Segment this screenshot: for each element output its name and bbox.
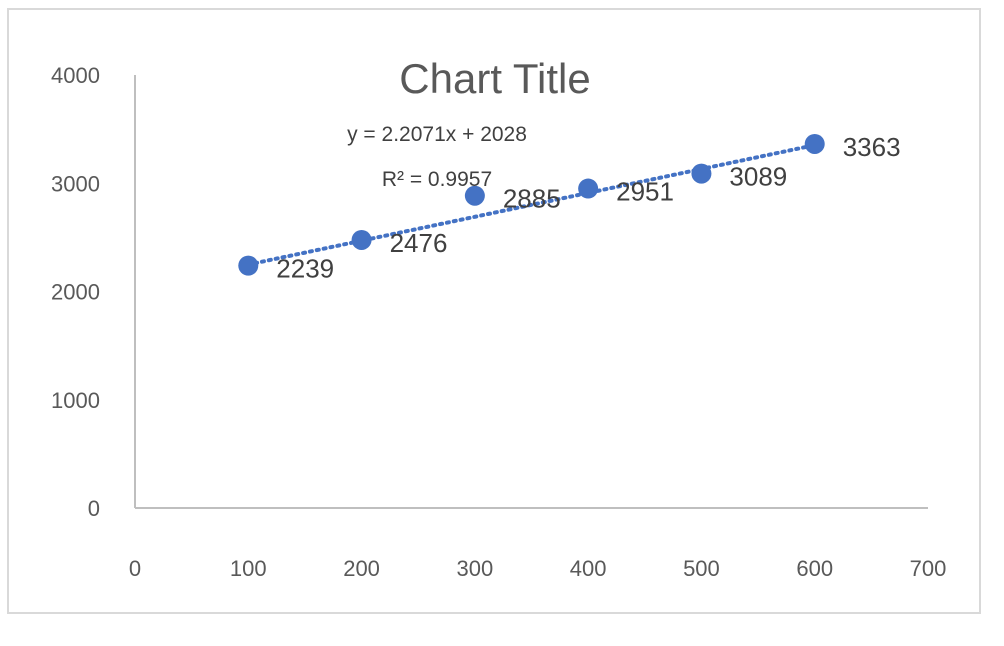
chart-frame: [7, 8, 981, 614]
data-label: 2885: [503, 184, 561, 214]
x-tick-label: 100: [230, 556, 267, 581]
data-point: [351, 229, 372, 250]
x-tick-label: 700: [910, 556, 947, 581]
y-tick-label: 1000: [51, 388, 100, 413]
data-point: [578, 178, 599, 199]
data-point: [691, 163, 712, 184]
trendline-r-squared: R² = 0.9957: [382, 168, 492, 191]
trendline-equation: y = 2.2071x + 2028: [347, 123, 527, 146]
y-axis-ticks: 0 1000 2000 3000 4000: [51, 63, 100, 521]
x-tick-label: 200: [343, 556, 380, 581]
data-point: [238, 255, 259, 276]
y-tick-label: 4000: [51, 63, 100, 88]
x-tick-label: 500: [683, 556, 720, 581]
trendline: [246, 143, 817, 267]
x-tick-label: 0: [129, 556, 141, 581]
data-points: [238, 133, 825, 276]
x-tick-label: 600: [796, 556, 833, 581]
data-point: [464, 185, 485, 206]
y-tick-label: 0: [88, 496, 100, 521]
x-axis-ticks: 0 100 200 300 400 500 600 700: [129, 556, 946, 581]
data-label: 2476: [390, 228, 448, 258]
data-point: [804, 133, 825, 154]
data-labels: 2239 2476 2885 2951 3089 3363: [276, 132, 900, 284]
data-label: 2239: [276, 254, 334, 284]
data-label: 3363: [843, 132, 901, 162]
data-label: 3089: [729, 162, 787, 192]
x-tick-label: 300: [456, 556, 493, 581]
x-tick-label: 400: [570, 556, 607, 581]
data-label: 2951: [616, 177, 674, 207]
y-tick-label: 3000: [51, 171, 100, 196]
y-tick-label: 2000: [51, 280, 100, 305]
chart-title: Chart Title: [399, 55, 590, 102]
